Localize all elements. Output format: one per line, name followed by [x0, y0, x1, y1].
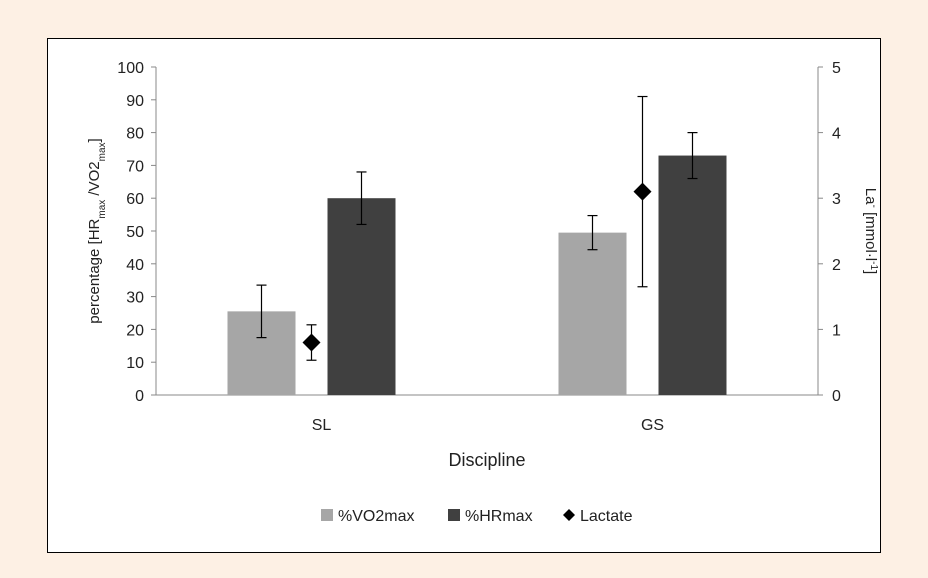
legend-label: %HRmax [465, 508, 533, 525]
hrmax-bar [658, 155, 727, 395]
y2-tick-label: 1 [832, 322, 841, 339]
plot-area: 0 10 20 30 40 50 60 70 80 90 100 0 1 2 3 4 5 SL GS Discipli… [86, 60, 880, 525]
legend-swatch-lactate [563, 509, 575, 521]
y-axis-title: percentage [HRmax /VO2max] [86, 138, 108, 323]
y-tick-label: 0 [135, 388, 144, 405]
y2-axis-title: La- [mmol·l-1] [862, 188, 880, 274]
y-tick-label: 60 [126, 191, 144, 208]
legend-swatch-hrmax [448, 509, 460, 521]
lactate-marker [633, 182, 652, 201]
y-tick-label: 80 [126, 126, 144, 143]
x-tick-label: GS [641, 417, 664, 434]
legend-label: %VO2max [338, 508, 414, 525]
legend-label: Lactate [580, 508, 633, 525]
y2-tick-label: 0 [832, 388, 841, 405]
y2-tick-label: 2 [832, 257, 841, 274]
y2-tick-label: 5 [832, 60, 841, 77]
y-tick-label: 100 [117, 60, 144, 77]
y-tick-label: 40 [126, 257, 144, 274]
y-tick-label: 90 [126, 93, 144, 110]
y2-tick-label: 3 [832, 191, 841, 208]
y2-tick-label: 4 [832, 126, 841, 143]
chart-frame: 0 10 20 30 40 50 60 70 80 90 100 0 1 2 3 4 5 SL GS Discipli… [47, 38, 881, 553]
y-tick-label: 50 [126, 224, 144, 241]
chart-svg: 0 10 20 30 40 50 60 70 80 90 100 0 1 2 3 4 5 SL GS Discipli… [86, 60, 880, 525]
x-tick-label: SL [312, 417, 332, 434]
y-tick-label: 30 [126, 290, 144, 307]
y-tick-label: 10 [126, 355, 144, 372]
legend-swatch-vo2max [321, 509, 333, 521]
vo2max-bar [558, 232, 627, 395]
y-tick-label: 70 [126, 158, 144, 175]
lactate-marker [302, 333, 321, 352]
y-tick-label: 20 [126, 322, 144, 339]
x-axis-title: Discipline [448, 450, 525, 470]
hrmax-bar [327, 198, 396, 395]
